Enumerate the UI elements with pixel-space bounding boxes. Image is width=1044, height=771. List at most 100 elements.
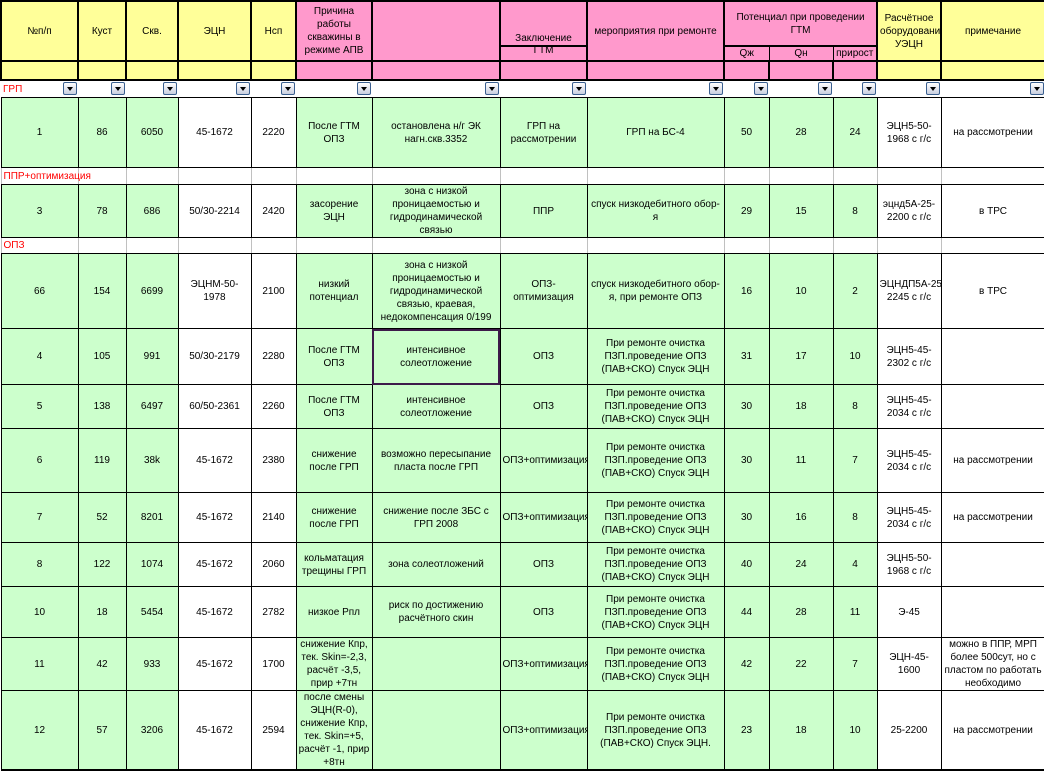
cell-nsp[interactable]: 2280 [250,328,297,385]
cell-qn[interactable]: 17 [768,328,834,385]
filter-dropdown-qzh[interactable] [754,82,768,95]
cell-ecn[interactable]: ЭЦНМ-50-1978 [177,253,252,329]
cell[interactable] [125,237,178,254]
cell[interactable] [876,167,942,185]
cell-measures[interactable]: При ремонте очистка ПЗП.проведение ОПЗ (… [586,690,725,771]
cell-qn[interactable]: 28 [768,586,834,638]
cell-num[interactable]: 7 [0,492,79,543]
cell-reason[interactable]: снижение после ГРП [295,428,373,493]
cell-conclusion[interactable]: ОПЗ+оптимизация [499,690,588,771]
cell[interactable] [250,167,296,185]
header-ecn[interactable]: ЭЦН [177,0,252,62]
cell[interactable] [371,167,500,185]
cell-ecn[interactable]: 45-1672 [177,428,252,493]
cell[interactable] [768,237,833,254]
cell-num[interactable]: 11 [0,637,79,691]
cell-growth[interactable]: 24 [832,97,878,168]
cell-col7[interactable]: интенсивное солеотложение [371,384,501,429]
cell-conclusion[interactable]: ОПЗ+оптимизация [499,428,588,493]
cell-equipment[interactable]: 25-2200 [876,690,942,771]
cell[interactable] [586,237,724,254]
cell[interactable] [876,237,942,254]
header-note[interactable]: примечание [940,0,1044,62]
cell[interactable] [77,167,126,185]
cell-col7[interactable]: остановлена н/г ЭК нагн.скв.3352 [371,97,501,168]
cell[interactable] [295,237,372,254]
cell-conclusion[interactable]: ППР [499,184,588,238]
cell-nsp[interactable]: 2140 [250,492,297,543]
cell-conclusion[interactable]: ОПЗ [499,542,588,587]
cell-skv[interactable]: 1074 [125,542,179,587]
cell-num[interactable]: 10 [0,586,79,638]
cell[interactable] [295,167,372,185]
cell-qn[interactable]: 11 [768,428,834,493]
cell-skv[interactable]: 991 [125,328,179,385]
cell-equipment[interactable]: Э-45 [876,586,942,638]
cell-nsp[interactable]: 2260 [250,384,297,429]
header-equipment[interactable]: Расчётное оборудование УЭЦН [876,0,943,62]
cell-growth[interactable]: 2 [832,253,878,329]
cell-reason[interactable]: кольматация трещины ГРП [295,542,373,587]
cell-col7[interactable] [371,637,501,691]
filter-dropdown-kust[interactable] [111,82,125,95]
cell-equipment[interactable]: ЭЦН5-45-2034 с г/с [876,384,942,429]
cell-growth[interactable]: 8 [832,492,878,543]
cell-note[interactable] [940,328,1044,385]
header-conclusion[interactable]: Заключение [499,0,588,47]
cell-nsp[interactable]: 2100 [250,253,297,329]
cell-kust[interactable]: 105 [77,328,127,385]
cell-nsp[interactable]: 2594 [250,690,297,771]
header-qzh[interactable]: Qж [723,45,770,62]
cell-num[interactable]: 66 [0,253,79,329]
cell-skv[interactable]: 5454 [125,586,179,638]
cell-num[interactable]: 3 [0,184,79,238]
cell-qzh[interactable]: 30 [723,492,770,543]
cell-skv[interactable]: 6050 [125,97,179,168]
cell-conclusion[interactable]: ГРП на рассмотрении [499,97,588,168]
cell-measures[interactable]: При ремонте очистка ПЗП.проведение ОПЗ (… [586,586,725,638]
cell-qn[interactable]: 24 [768,542,834,587]
cell-qzh[interactable]: 31 [723,328,770,385]
cell-reason[interactable]: После ГТМ ОПЗ [295,97,373,168]
filter-dropdown-ecn[interactable] [236,82,250,95]
cell[interactable] [77,237,126,254]
cell[interactable] [768,167,833,185]
cell-conclusion[interactable]: ОПЗ [499,328,588,385]
section-label[interactable]: ППР+оптимизация [0,167,91,185]
cell-nsp[interactable]: 2060 [250,542,297,587]
cell[interactable] [586,167,724,185]
cell-ecn[interactable]: 50/30-2214 [177,184,252,238]
cell-skv[interactable]: 8201 [125,492,179,543]
cell-col7[interactable]: возможно пересыпание пласта после ГРП [371,428,501,493]
cell-measures[interactable]: При ремонте очистка ПЗП.проведение ОПЗ (… [586,637,725,691]
cell-growth[interactable]: 11 [832,586,878,638]
cell-num[interactable]: 8 [0,542,79,587]
cell-ecn[interactable]: 45-1672 [177,586,252,638]
cell-skv[interactable]: 6699 [125,253,179,329]
cell-skv[interactable]: 933 [125,637,179,691]
cell-kust[interactable]: 78 [77,184,127,238]
cell-reason[interactable]: После ГТМ ОПЗ [295,384,373,429]
cell-kust[interactable]: 86 [77,97,127,168]
cell-note[interactable]: на рассмотрении [940,492,1044,543]
cell-equipment[interactable]: ЭЦН5-50-1968 с г/с [876,542,942,587]
cell-reason[interactable]: засорение ЭЦН [295,184,373,238]
cell-measures[interactable]: ГРП на БС-4 [586,97,725,168]
cell-kust[interactable]: 138 [77,384,127,429]
cell-col7[interactable]: снижение после ЗБС с ГРП 2008 [371,492,501,543]
cell[interactable] [371,237,500,254]
cell-qn[interactable]: 15 [768,184,834,238]
cell-reason[interactable]: после смены ЭЦН(R-0), снижение Кпр, тек.… [295,690,373,771]
header-conclusion-gtm[interactable]: ГТМ [499,45,588,62]
header-growth[interactable]: прирост [832,45,878,62]
cell-growth[interactable]: 10 [832,690,878,771]
cell-num[interactable]: 12 [0,690,79,771]
cell[interactable] [723,237,769,254]
cell-reason[interactable]: После ГТМ ОПЗ [295,328,373,385]
cell-kust[interactable]: 119 [77,428,127,493]
cell-num[interactable]: 4 [0,328,79,385]
cell-reason[interactable]: низкое Рпл [295,586,373,638]
cell-measures[interactable]: При ремонте очистка ПЗП.проведение ОПЗ (… [586,328,725,385]
cell-num[interactable]: 1 [0,97,79,168]
cell-note[interactable]: на рассмотрении [940,428,1044,493]
